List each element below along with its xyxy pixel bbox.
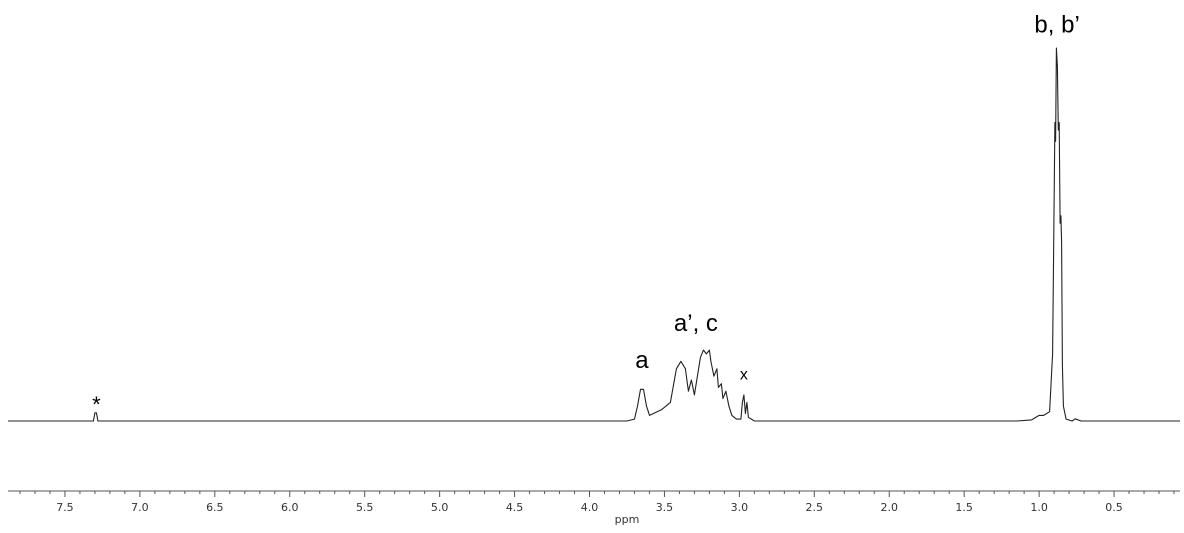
x-tick-label: 3.0 [731, 501, 749, 514]
peak-label: a’, c [674, 310, 718, 337]
x-axis-title: ppm [615, 513, 640, 526]
x-tick-label: 0.5 [1105, 501, 1123, 514]
x-tick-label: 4.0 [581, 501, 599, 514]
x-tick-label: 2.5 [806, 501, 824, 514]
x-tick-label: 6.0 [281, 501, 299, 514]
x-axis: 7.5 7.0 6.5 6.0 5.5 5.0 4.5 4.0 3.5 3.0 2.5 2.0 1.5 1… [8, 490, 1180, 514]
x-tick-label: 7.5 [56, 501, 74, 514]
x-tick-label: 3.5 [656, 501, 674, 514]
x-tick-label: 1.0 [1030, 501, 1048, 514]
spectrum-plot-area [8, 47, 1180, 422]
peak-label: a [635, 347, 649, 374]
x-tick-label: 4.5 [506, 501, 524, 514]
peak-label: b, b’ [1034, 12, 1079, 39]
x-tick-label: 1.5 [955, 501, 973, 514]
peak-label: * [92, 392, 101, 417]
x-tick-label: 2.0 [880, 501, 898, 514]
x-tick-label: 5.0 [431, 501, 449, 514]
x-tick-label: 5.5 [356, 501, 374, 514]
spectrum-line [8, 47, 1180, 422]
x-tick-label: 7.0 [131, 501, 149, 514]
peak-label: x [740, 366, 748, 383]
x-tick-label: 6.5 [206, 501, 224, 514]
peak-annotations: * a a’, c x b, b’ [92, 12, 1080, 418]
